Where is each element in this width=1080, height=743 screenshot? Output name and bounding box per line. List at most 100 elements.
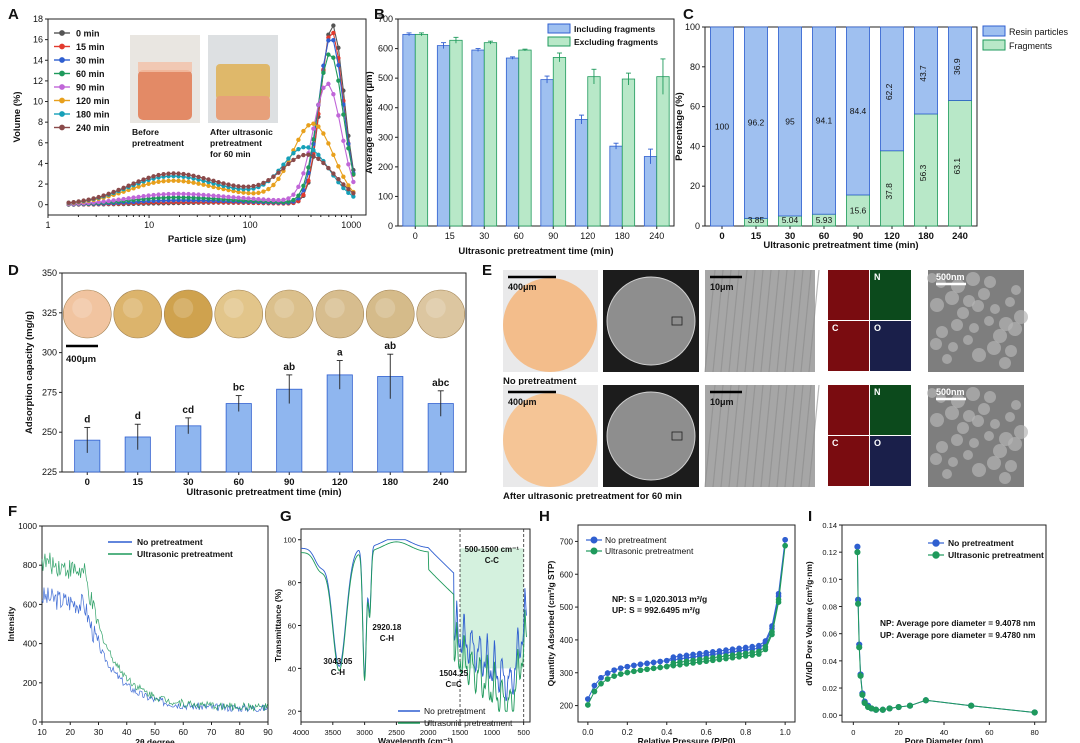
data-point <box>276 176 281 182</box>
data-point <box>256 196 261 202</box>
x-tick-label: 30 <box>785 231 796 242</box>
data-point <box>116 187 121 193</box>
bar-resin <box>710 26 734 227</box>
plot-frame <box>577 524 796 723</box>
bar <box>483 42 498 227</box>
data-point <box>756 648 762 655</box>
y-tick-label: 200 <box>378 162 393 172</box>
sem-texture <box>752 384 764 488</box>
panel-letter: D <box>8 262 19 279</box>
data-point <box>650 665 657 672</box>
y-tick-label: 10 <box>33 97 43 107</box>
y-tick-label: 100 <box>283 536 296 545</box>
data-point <box>286 156 291 161</box>
data-point <box>611 667 617 673</box>
bar-resin <box>846 26 870 196</box>
y-tick-label: 2 <box>38 179 43 189</box>
data-point <box>311 137 316 142</box>
data-point <box>736 645 742 652</box>
x-tick-label: 40 <box>122 727 132 737</box>
y-tick-label: 325 <box>42 308 57 318</box>
data-point <box>301 128 306 134</box>
data-point <box>276 170 281 175</box>
sem-particle <box>972 348 986 362</box>
eds-map <box>870 321 911 371</box>
sem-particle <box>1005 297 1015 307</box>
legend: Resin particles Fragments <box>982 25 1069 51</box>
data-point <box>637 667 644 674</box>
data-point <box>879 706 886 713</box>
data-point <box>326 38 331 43</box>
data-point <box>59 57 65 63</box>
data-point <box>341 185 346 191</box>
photo-label-before: Before <box>132 127 159 137</box>
data-point <box>181 191 186 197</box>
x-tick-label: 40 <box>940 728 948 737</box>
x-tick-label: 15 <box>751 231 762 242</box>
annotation: 2920.18 <box>372 623 401 632</box>
resin-photo-highlight <box>72 298 93 318</box>
data-point <box>729 652 736 658</box>
bar <box>402 33 416 227</box>
data-point <box>251 191 256 196</box>
data-point <box>341 138 346 144</box>
x-tick-label: 60 <box>985 728 993 737</box>
data-point <box>306 165 311 170</box>
data-point <box>176 191 181 197</box>
data-point <box>59 111 65 117</box>
data-point <box>591 688 598 695</box>
data-point <box>723 647 729 653</box>
sem-texture <box>768 269 780 373</box>
zoom-box <box>671 316 683 326</box>
data-point <box>291 197 296 203</box>
sem-texture <box>712 384 724 488</box>
data-point <box>331 152 336 158</box>
data-point <box>136 194 141 200</box>
data-point <box>932 539 940 547</box>
sem-particle <box>972 300 984 312</box>
legend-label: No pretreatment <box>424 706 486 716</box>
y-tick-label: 0 <box>32 717 37 727</box>
y-tick-label: 80 <box>690 62 700 72</box>
resin-photo <box>113 289 163 339</box>
sem-texture <box>792 269 804 373</box>
annotation-sub: C-H <box>331 668 345 677</box>
data-point <box>723 653 729 659</box>
annotation: 3043.05 <box>323 657 352 666</box>
legend-label: 180 min <box>76 110 110 120</box>
series <box>585 536 788 702</box>
data-point <box>316 124 321 129</box>
sem-texture <box>792 384 804 488</box>
y-axis-label: Transmittance (%) <box>273 589 283 662</box>
legend-swatch <box>547 36 571 47</box>
y-tick-label: 700 <box>378 14 393 24</box>
x-tick-label: 500 <box>517 728 530 737</box>
data-point <box>775 596 782 603</box>
panel-f: 0 200 400 600 800 1000 10 20 30 40 50 60 70 80 90 2θ de… <box>6 521 273 743</box>
data-point <box>710 654 716 661</box>
data-point <box>782 542 788 549</box>
sem-particle <box>936 326 948 338</box>
data-point <box>336 78 341 83</box>
data-point <box>206 193 211 198</box>
data-point <box>146 193 151 198</box>
series-line <box>68 39 354 205</box>
data-point <box>696 656 703 663</box>
x-tick-label: 1 <box>45 220 50 230</box>
sem-texture <box>760 269 772 373</box>
data-point <box>351 179 356 185</box>
y-tick-label: 200 <box>23 678 37 688</box>
data-point <box>191 180 196 185</box>
panel-g: 20 40 60 80 100 4000 3500 3000 2500 2000 1500 1000 5… <box>273 528 531 743</box>
x-tick-label: 1000 <box>483 728 500 737</box>
data-point <box>306 145 311 150</box>
x-axis-label: Wavelength (cm⁻¹) <box>378 736 453 743</box>
legend-label: 90 min <box>76 83 105 93</box>
bar <box>225 403 252 473</box>
series-line <box>68 83 354 205</box>
significance-letter: abc <box>432 378 450 389</box>
sem-particle <box>984 316 994 326</box>
annotation-sub: C=C <box>446 680 462 689</box>
data-point <box>291 192 296 197</box>
